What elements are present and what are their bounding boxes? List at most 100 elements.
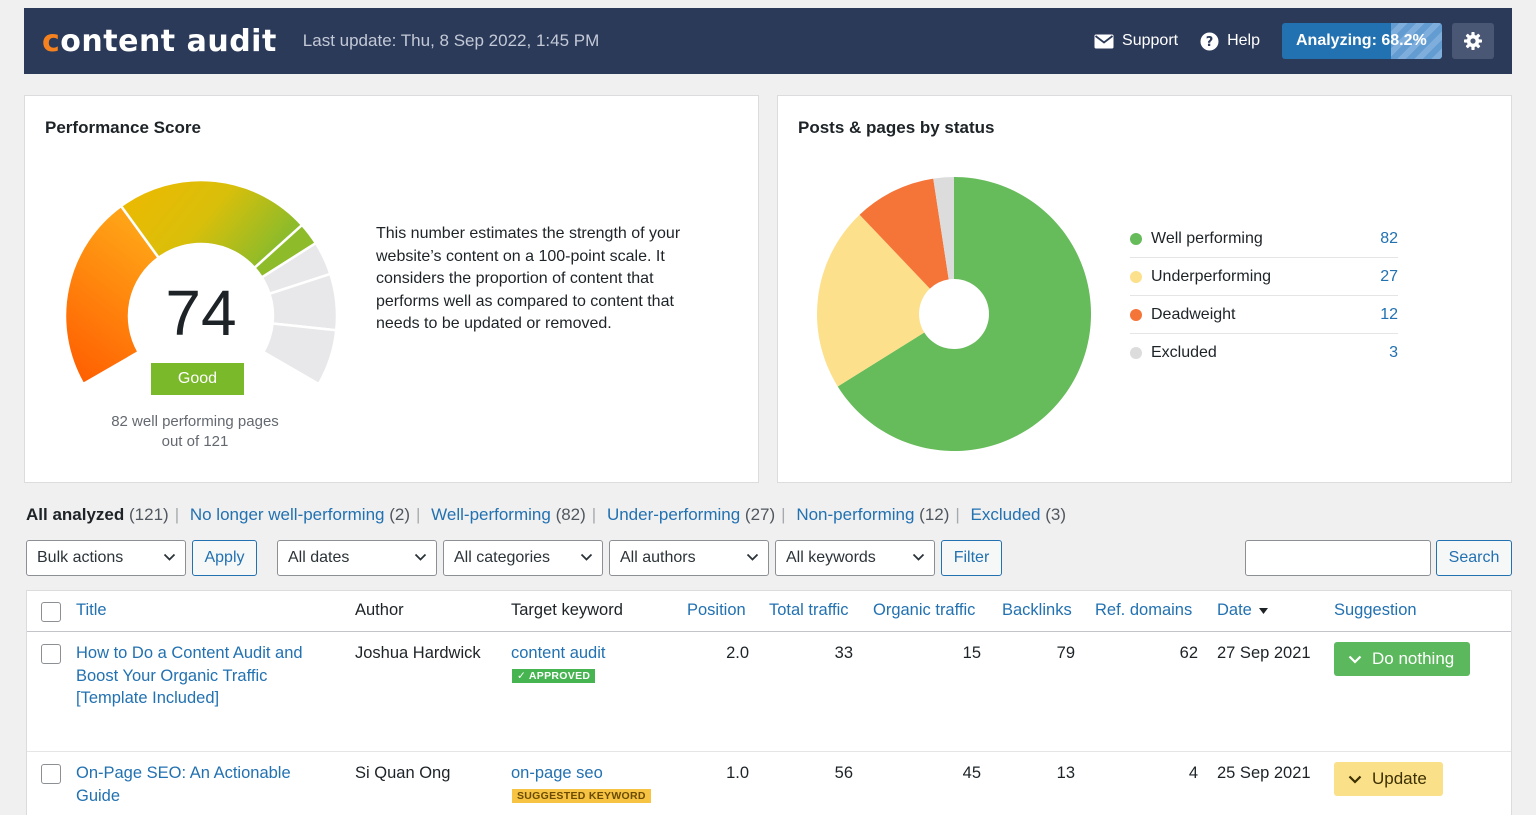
help-icon: ?: [1200, 32, 1219, 50]
row-backlinks: 13: [1056, 764, 1075, 782]
row-keyword[interactable]: on-page seo: [511, 764, 603, 782]
score-caption: 82 well performing pages out of 121: [111, 413, 279, 450]
filter-button[interactable]: Filter: [941, 540, 1002, 576]
analyzing-progress-button[interactable]: Analyzing: 68.2%: [1282, 23, 1442, 59]
legend-item-well-performing[interactable]: Well performing 82: [1130, 220, 1398, 258]
envelope-icon: [1094, 34, 1114, 48]
search-button[interactable]: Search: [1436, 540, 1512, 576]
status-title: Posts & pages by status: [798, 118, 995, 137]
row-position: 2.0: [726, 644, 749, 662]
row-ref-domains: 4: [1188, 764, 1198, 782]
settings-button[interactable]: [1452, 23, 1494, 59]
column-position[interactable]: Position: [687, 601, 746, 619]
row-position: 1.0: [726, 764, 749, 782]
row-ref-domains: 62: [1179, 644, 1198, 662]
row-date: 25 Sep 2021: [1217, 764, 1311, 782]
chevron-down-icon: [414, 553, 427, 561]
select-all-checkbox[interactable]: [41, 602, 61, 622]
legend-count[interactable]: 3: [1389, 344, 1398, 361]
suggested-keyword-badge: SUGGESTED KEYWORD: [512, 789, 651, 803]
suggestion-do-nothing-button[interactable]: Do nothing: [1334, 642, 1470, 676]
legend-dot: [1130, 347, 1142, 359]
support-link[interactable]: Support: [1094, 32, 1178, 50]
bulk-actions-select[interactable]: Bulk actions: [26, 540, 186, 576]
column-organic-traffic[interactable]: Organic traffic: [873, 601, 976, 619]
row-date: 27 Sep 2021: [1217, 644, 1311, 662]
legend-count[interactable]: 12: [1380, 305, 1398, 323]
view-no-longer-well-performing[interactable]: No longer well-performing: [189, 505, 385, 524]
status-legend: Well performing 82 Underperforming 27 De…: [1130, 220, 1398, 372]
row-title-link[interactable]: How to Do a Content Audit and Boost Your…: [76, 644, 303, 707]
legend-item-underperforming[interactable]: Underperforming 27: [1130, 258, 1398, 296]
search-input[interactable]: [1245, 540, 1431, 576]
top-bar: content audit Last update: Thu, 8 Sep 20…: [24, 8, 1512, 74]
pie-slice-well-performing[interactable]: [837, 177, 1091, 451]
legend-item-excluded[interactable]: Excluded 3: [1130, 334, 1398, 372]
row-checkbox[interactable]: [41, 644, 61, 664]
row-checkbox[interactable]: [41, 764, 61, 784]
score-gauge: [63, 178, 339, 386]
gauge-segment-filled: [119, 178, 304, 270]
chevron-down-icon: [1348, 655, 1362, 664]
keywords-select[interactable]: All keywords: [775, 540, 935, 576]
content-table: Title Author Target keyword Position Tot…: [26, 590, 1512, 815]
chevron-down-icon: [163, 553, 176, 561]
gauge-segment-empty: [261, 322, 338, 386]
row-total-traffic: 56: [834, 764, 853, 782]
support-label: Support: [1122, 32, 1179, 49]
legend-dot: [1130, 308, 1142, 321]
view-excluded[interactable]: Excluded: [970, 505, 1041, 524]
column-backlinks[interactable]: Backlinks: [1002, 601, 1072, 619]
view-non-performing[interactable]: Non-performing: [796, 505, 915, 524]
row-author: Joshua Hardwick: [355, 644, 481, 662]
pie-slice-underperforming[interactable]: [817, 214, 930, 387]
row-backlinks: 79: [1056, 644, 1075, 662]
apply-button[interactable]: Apply: [192, 540, 257, 576]
score-value: 74: [165, 277, 237, 349]
column-title[interactable]: Title: [76, 601, 107, 619]
categories-select[interactable]: All categories: [443, 540, 603, 576]
legend-count[interactable]: 27: [1380, 267, 1398, 285]
legend-item-deadweight[interactable]: Deadweight 12: [1130, 296, 1398, 334]
status-views: All analyzed (121) | No longer well-perfo…: [26, 505, 1066, 524]
performance-score-card: Performance Score 74 Good 82 well perfor…: [24, 95, 759, 483]
suggestion-update-button[interactable]: Update: [1334, 762, 1443, 796]
chevron-down-icon: [912, 553, 925, 561]
row-author: Si Quan Ong: [355, 764, 451, 782]
pie-slice-excluded[interactable]: [933, 177, 954, 280]
pie-slice-deadweight[interactable]: [859, 178, 949, 289]
posts-by-status-card: Posts & pages by status Well performing …: [777, 95, 1512, 483]
row-organic-traffic: 15: [962, 644, 981, 662]
column-author: Author: [355, 601, 404, 619]
column-target-keyword: Target keyword: [511, 601, 623, 619]
column-date[interactable]: Date: [1217, 601, 1269, 620]
column-ref-domains[interactable]: Ref. domains: [1095, 601, 1193, 619]
row-organic-traffic: 45: [962, 764, 981, 782]
view-all-analyzed[interactable]: All analyzed: [26, 505, 125, 524]
view-well-performing[interactable]: Well-performing: [431, 505, 551, 524]
last-update-text: Last update: Thu, 8 Sep 2022, 1:45 PM: [302, 31, 600, 50]
row-total-traffic: 33: [834, 644, 853, 662]
legend-count[interactable]: 82: [1380, 229, 1398, 247]
analyzing-label: Analyzing: 68.2%: [1296, 32, 1427, 49]
chevron-down-icon: [1348, 775, 1362, 784]
approved-badge: ✓ APPROVED: [512, 669, 596, 683]
column-suggestion[interactable]: Suggestion: [1334, 601, 1417, 619]
logo: content audit: [42, 23, 277, 59]
row-title-link[interactable]: On-Page SEO: An Actionable Guide: [76, 764, 291, 805]
performance-title: Performance Score: [45, 118, 201, 137]
view-under-performing[interactable]: Under-performing: [606, 505, 741, 524]
status-pie-chart: [817, 177, 1091, 451]
legend-dot: [1130, 270, 1142, 283]
row-keyword[interactable]: content audit: [511, 644, 606, 662]
gear-icon: [1464, 32, 1482, 50]
progress-fill: [1391, 23, 1442, 59]
gauge-segment-filled: [63, 204, 161, 386]
chevron-down-icon: [580, 553, 593, 561]
dates-select[interactable]: All dates: [277, 540, 437, 576]
authors-select[interactable]: All authors: [609, 540, 769, 576]
help-label: Help: [1227, 32, 1260, 49]
chevron-down-icon: [746, 553, 759, 561]
column-total-traffic[interactable]: Total traffic: [769, 601, 849, 619]
help-link[interactable]: ? Help: [1200, 32, 1260, 51]
